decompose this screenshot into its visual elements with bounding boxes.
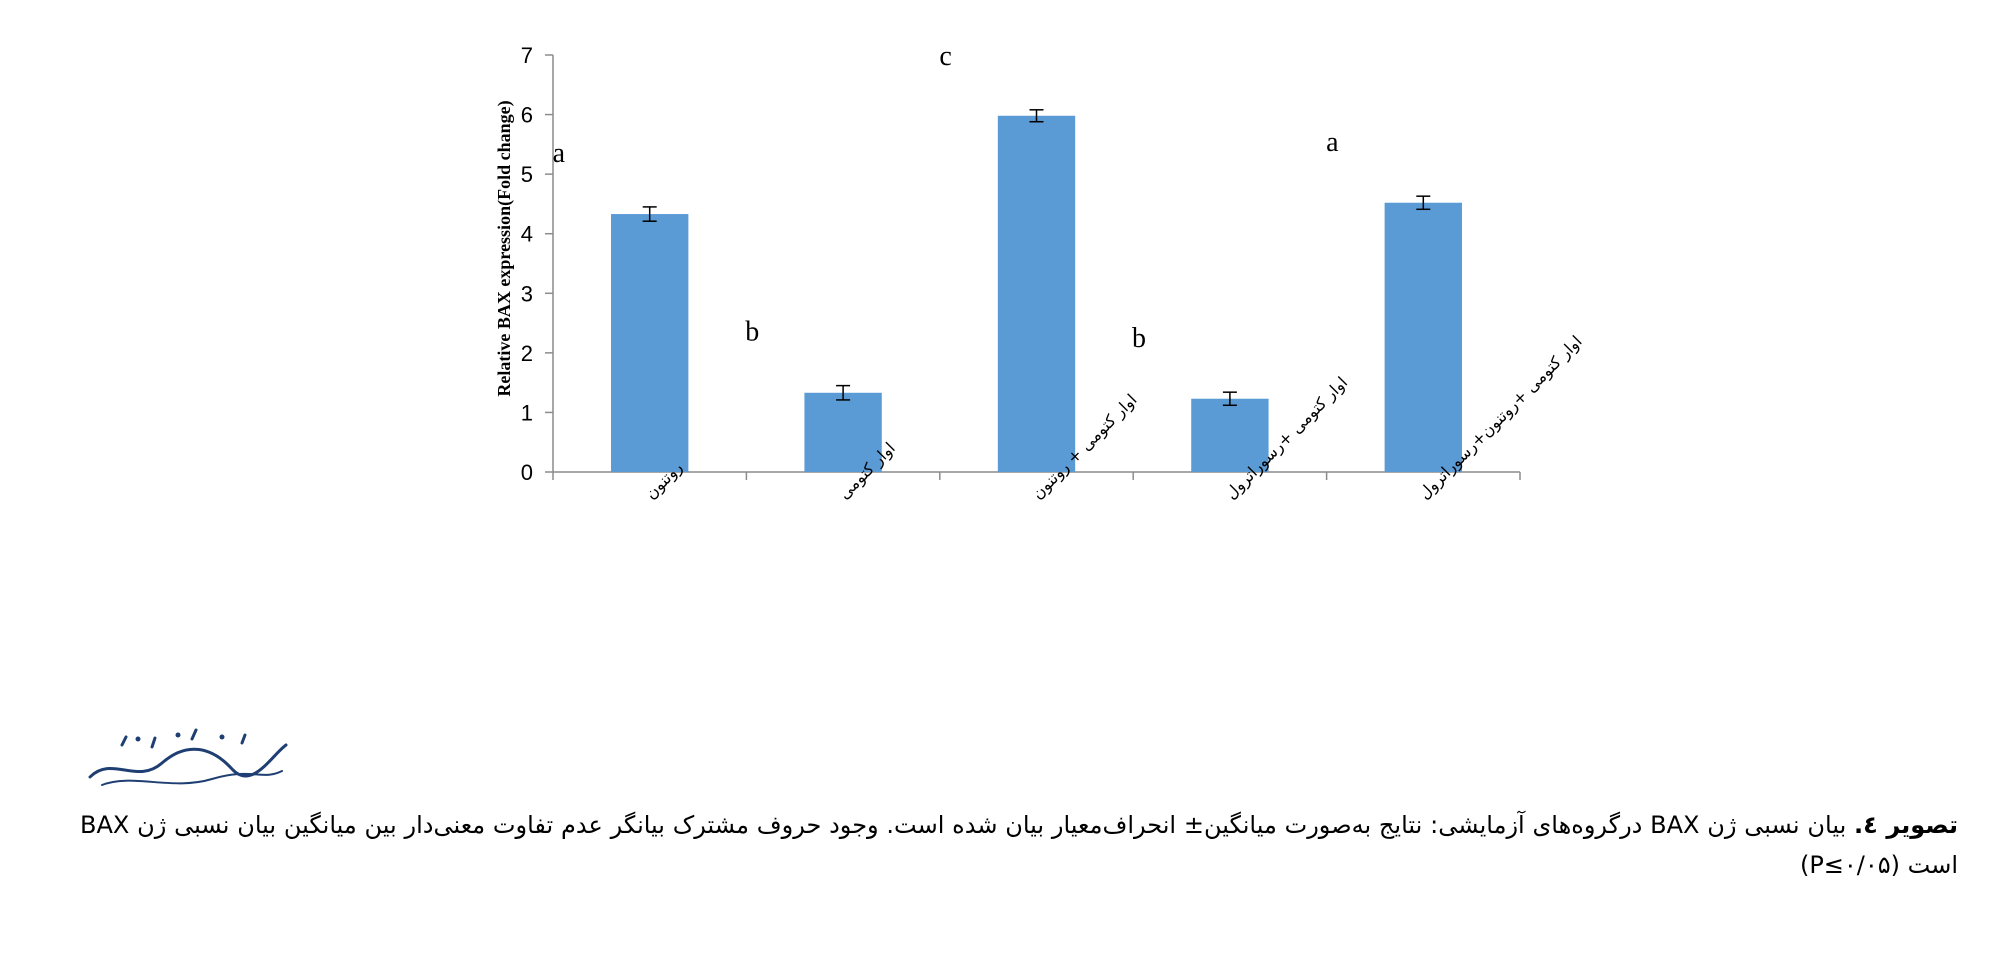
significance-letter-3: c (939, 41, 951, 72)
y-tick-label: 1 (521, 400, 533, 425)
significance-letter-4: b (1132, 323, 1146, 354)
figure-caption: تصویر ٤. بیان نسبی ژن BAX درگروه‌های آزم… (80, 805, 1958, 885)
caption-text: بیان نسبی ژن BAX درگروه‌های آزمایشی: نتا… (80, 811, 1958, 879)
bar-2 (804, 392, 882, 472)
significance-letter-1: a (553, 138, 566, 169)
bax-bar-chart: 0 1 2 3 4 5 6 7 Relative BAX expression(Fold cha… (494, 41, 1586, 504)
journal-logo (82, 725, 292, 795)
bar-5 (1384, 202, 1462, 473)
caption-label: تصویر ٤. (1854, 811, 1958, 839)
bar-4 (1191, 398, 1269, 472)
bar-1 (611, 214, 689, 472)
y-tick-label: 3 (521, 281, 533, 306)
y-tick-label: 5 (521, 162, 533, 187)
y-tick-label: 0 (521, 460, 533, 485)
bar-3 (997, 115, 1076, 473)
significance-letter-5: a (1326, 127, 1339, 158)
bax-expression-figure: 0 1 2 3 4 5 6 7 Relative BAX expression(Fold cha… (494, 41, 1586, 504)
y-tick-label: 2 (521, 341, 533, 366)
significance-letter-2: b (745, 317, 759, 348)
y-axis-label: Relative BAX expression(Fold change) (494, 100, 515, 396)
y-tick-label: 6 (521, 103, 533, 128)
y-tick-label: 7 (521, 43, 533, 68)
y-tick-label: 4 (521, 222, 533, 247)
journal-logo-mark (88, 728, 288, 786)
